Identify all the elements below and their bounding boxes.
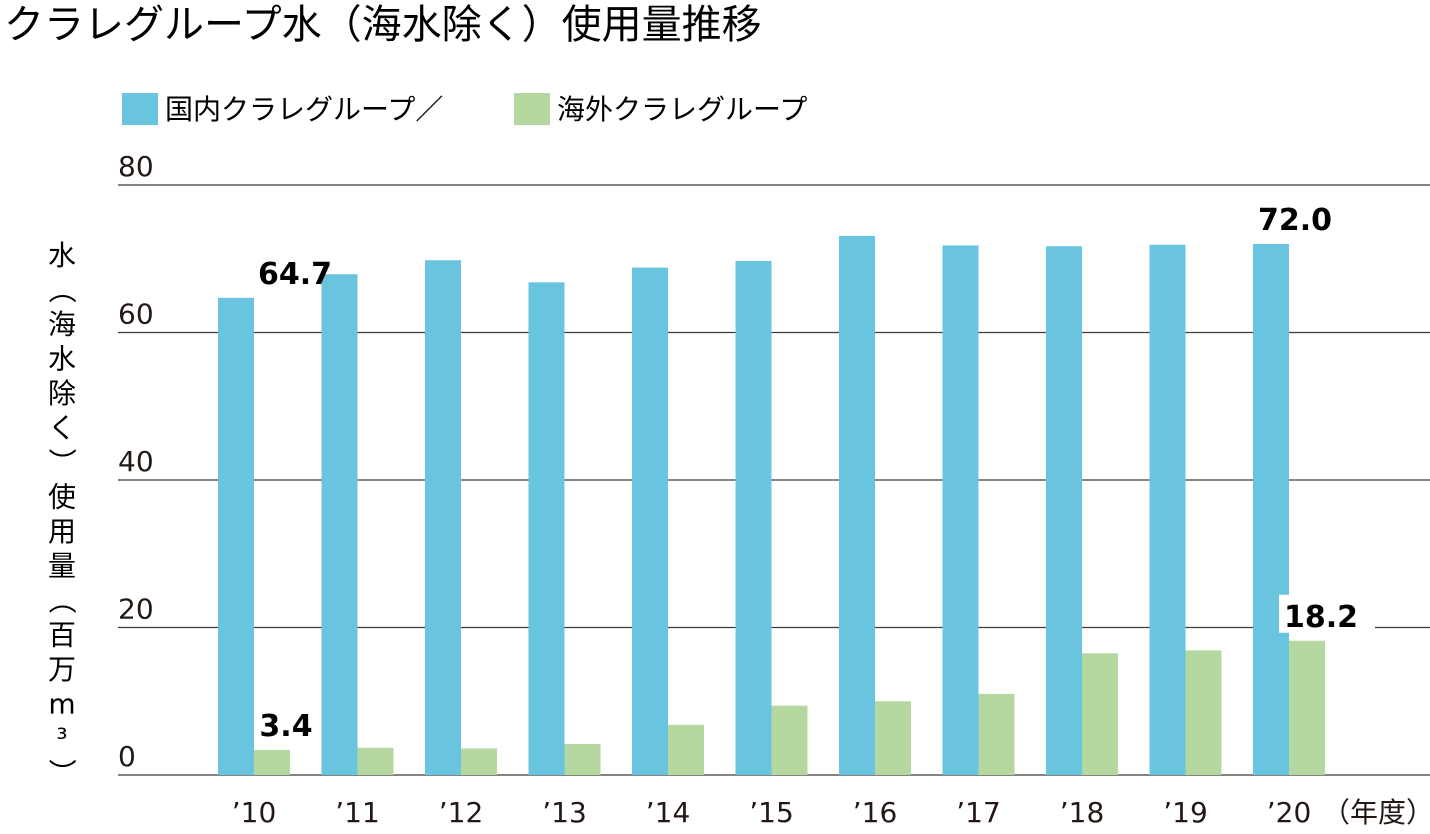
x-tick-label: ’15 [749, 796, 794, 829]
y-axis-label-char: 水 [48, 343, 76, 376]
bar-domestic [942, 245, 979, 776]
y-axis-label-char: （ [45, 586, 78, 614]
y-axis-label-char: 百 [48, 619, 76, 652]
y-axis-label-char: 使 [48, 481, 76, 514]
bars [218, 235, 1325, 776]
bar-domestic [1149, 244, 1186, 776]
bar-overseas [1185, 650, 1222, 775]
bar-domestic [1253, 244, 1289, 775]
bar-overseas [357, 747, 394, 775]
x-tick-label: ’20 [1267, 796, 1312, 829]
legend-swatch-domestic [122, 93, 158, 125]
y-tick-label: 20 [118, 593, 154, 626]
y-axis-label-char: （ [45, 275, 78, 303]
y-axis-label-char: 量 [48, 550, 76, 583]
chart-title: クラレグループ水（海水除く）使用量推移 [4, 2, 762, 48]
bar-overseas [771, 705, 808, 775]
y-axis-label-char: 水 [48, 239, 76, 272]
data-label: 64.7 [258, 257, 332, 292]
bar-domestic [735, 260, 772, 775]
x-tick-label: ’13 [542, 796, 587, 829]
bar-domestic [632, 267, 668, 775]
y-axis-label-char: 用 [48, 515, 76, 548]
bar-domestic [218, 297, 254, 775]
x-tick-label: ’14 [646, 796, 691, 829]
bar-overseas [254, 749, 290, 775]
x-axis-unit-label: （年度） [1322, 796, 1430, 829]
x-tick-label: ’11 [335, 796, 380, 829]
y-axis-label-char: m [48, 688, 75, 721]
data-labels: 64.7 72.0 3.4 18.2 [258, 203, 1375, 744]
legend-swatch-overseas [514, 93, 550, 125]
bar-domestic [1046, 246, 1082, 775]
bar-overseas [1082, 653, 1118, 775]
y-axis-label-char: ³ [56, 722, 67, 755]
bar-domestic [528, 282, 565, 775]
y-axis-ticks: 0 20 40 60 80 [118, 150, 154, 773]
bar-overseas [875, 701, 911, 775]
x-tick-label: ’19 [1163, 796, 1208, 829]
data-label: 72.0 [1258, 203, 1332, 238]
y-axis-label-char: 海 [48, 308, 76, 341]
y-tick-label: 80 [118, 150, 154, 183]
bar-overseas [1289, 640, 1325, 775]
y-axis-label-char: ） [45, 758, 78, 786]
bar-overseas [461, 748, 497, 775]
bar-domestic [839, 235, 875, 775]
data-label-backing [1279, 594, 1375, 633]
data-label: 18.2 [1284, 600, 1358, 635]
x-tick-label: ’18 [1060, 796, 1105, 829]
bar-overseas [564, 744, 601, 775]
y-tick-label: 0 [118, 740, 136, 773]
legend-label-overseas: 海外クラレグループ [557, 93, 807, 126]
x-tick-label: ’16 [853, 796, 898, 829]
y-axis-label-char: く [48, 412, 76, 445]
bar-domestic [321, 274, 358, 775]
y-axis-label-char: ） [45, 448, 78, 476]
y-axis-label-char: 万 [48, 653, 76, 686]
x-axis-ticks: ’10 ’11 ’12 ’13 ’14 ’15 ’16 ’17 ’18 ’19 ’20 [232, 796, 1312, 829]
data-label: 3.4 [259, 709, 312, 744]
x-tick-label: ’10 [232, 796, 277, 829]
bar-domestic [425, 260, 461, 776]
legend: 国内クラレグループ／ 海外クラレグループ [122, 93, 807, 126]
bar-overseas [978, 693, 1015, 775]
bar-overseas [668, 724, 704, 775]
y-tick-label: 60 [118, 298, 154, 331]
legend-label-domestic: 国内クラレグループ／ [165, 93, 443, 126]
y-axis-label-char: 除 [48, 377, 76, 410]
x-tick-label: ’17 [956, 796, 1001, 829]
x-tick-label: ’12 [439, 796, 484, 829]
y-tick-label: 40 [118, 445, 154, 478]
